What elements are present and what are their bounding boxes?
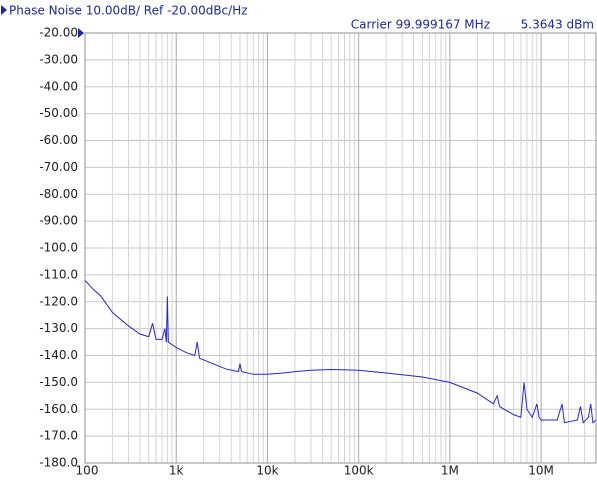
x-tick-label: 100k xyxy=(344,464,374,478)
y-tick-label: -130.0 xyxy=(39,321,78,335)
marker-icon xyxy=(1,5,7,15)
data-line xyxy=(84,279,597,424)
y-tick-label: -110.0 xyxy=(39,267,78,281)
y-tick-label: -80.00 xyxy=(39,187,78,201)
grid xyxy=(84,32,596,464)
y-tick-label: -100.0 xyxy=(39,241,78,255)
x-tick-label: 10k xyxy=(256,464,278,478)
y-tick-label: -160.0 xyxy=(39,402,78,416)
x-tick-label: 100 xyxy=(76,464,99,478)
y-tick-label: -180.0 xyxy=(39,456,78,470)
y-tick-label: -170.0 xyxy=(39,429,78,443)
y-tick-label: -20.00 xyxy=(39,26,78,40)
y-tick-label: -150.0 xyxy=(39,375,78,389)
carrier-label: Carrier 99.999167 MHz xyxy=(351,18,490,32)
x-tick-label: 1k xyxy=(169,464,184,478)
y-tick-label: -30.00 xyxy=(39,52,78,66)
y-tick-label: -90.00 xyxy=(39,214,78,228)
y-tick-label: -50.00 xyxy=(39,106,78,120)
y-tick-label: -140.0 xyxy=(39,348,78,362)
x-tick-label: 10M xyxy=(528,464,554,478)
ref-marker xyxy=(78,28,84,38)
y-tick-label: -60.00 xyxy=(39,133,78,147)
chart-title: Phase Noise 10.00dB/ Ref -20.00dBc/Hz xyxy=(9,4,248,18)
plot xyxy=(84,279,597,424)
power-label: 5.3643 dBm xyxy=(521,18,594,32)
plot-frame xyxy=(84,32,597,464)
y-tick-label: -120.0 xyxy=(39,294,78,308)
y-tick-label: -70.00 xyxy=(39,160,78,174)
y-tick-label: -40.00 xyxy=(39,79,78,93)
x-tick-label: 1M xyxy=(441,464,459,478)
